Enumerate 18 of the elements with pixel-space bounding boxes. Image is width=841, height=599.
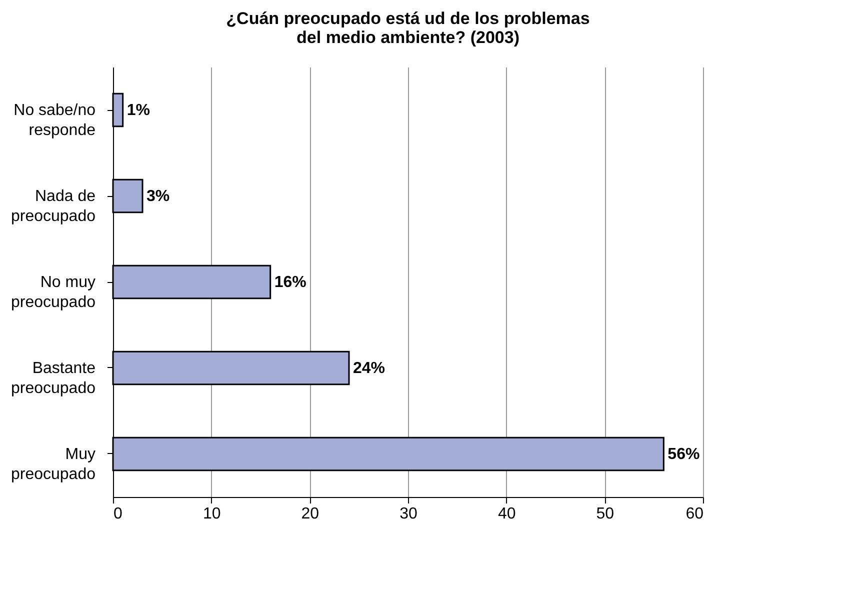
x-tick-label: 20 — [301, 506, 320, 522]
x-tick-label: 40 — [498, 506, 516, 522]
y-tick-label: No muy preocupado — [10, 274, 96, 311]
x-tick-label: 10 — [202, 506, 221, 522]
y-tick-label: Bastante preocupado — [10, 360, 96, 397]
x-tick-label: 0 — [114, 506, 122, 522]
data-label: 56% — [668, 446, 700, 463]
data-label: 24% — [353, 360, 386, 377]
y-tick-label: Nada de preocupado — [10, 188, 96, 225]
data-label: 16% — [274, 274, 306, 291]
data-label: 3% — [146, 188, 170, 205]
chart-title: ¿Cuán preocupado está ud de los problemas del medio ambiente? (2003) — [226, 9, 590, 47]
y-tick-label: Muy preocupado — [10, 446, 96, 483]
data-label: 1% — [126, 102, 150, 119]
x-tick-label: 30 — [400, 506, 418, 522]
y-tick-label: No sabe/no responde — [14, 102, 96, 139]
x-tick-label: 50 — [596, 506, 614, 522]
x-tick-label: 60 — [686, 506, 704, 522]
